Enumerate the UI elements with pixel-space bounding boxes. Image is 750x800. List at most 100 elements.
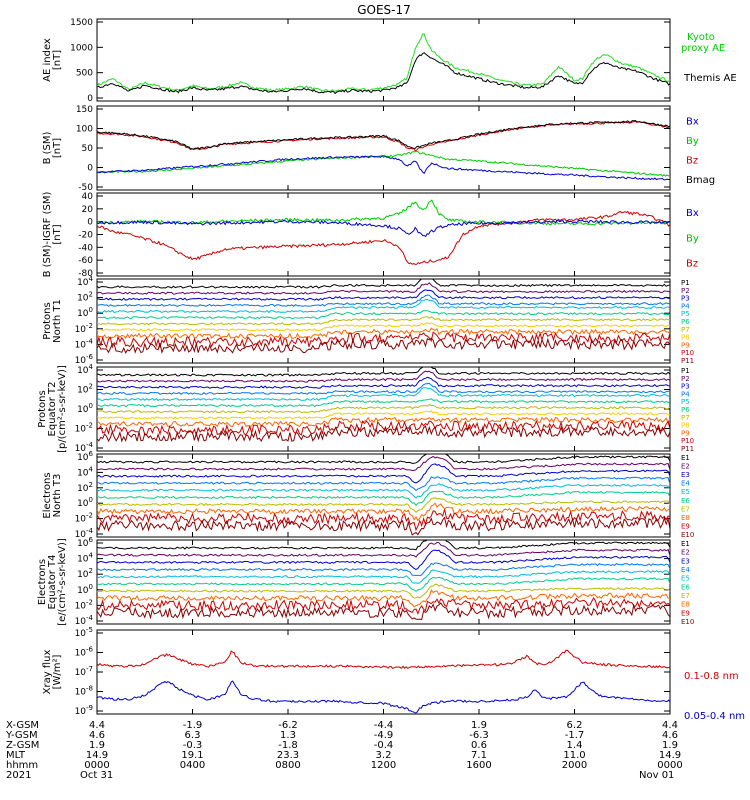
footer-value: -6.2: [278, 720, 298, 731]
y-tick-label: 10-4: [75, 441, 94, 454]
y-axis-label: [W/m²]: [52, 654, 63, 689]
footer-value: -1.8: [278, 740, 298, 751]
footer-value: 0000: [84, 760, 109, 771]
footer-value: 1.4: [567, 740, 583, 751]
legend-entry: E3: [681, 557, 690, 565]
channel-line: [97, 316, 670, 326]
y-tick-label: 1500: [70, 18, 93, 28]
channel-line: [97, 403, 670, 414]
legend-entry: P6: [681, 406, 690, 414]
footer-value: 4.4: [662, 720, 678, 731]
y-tick-label: 106: [77, 536, 93, 549]
legend-entry: P3: [681, 295, 690, 303]
series-line: [97, 155, 670, 181]
legend-entry: P5: [681, 310, 690, 318]
y-tick-label: 10-5: [75, 626, 93, 639]
y-tick-label: 500: [76, 69, 93, 79]
footer-value: 14.9: [659, 750, 681, 761]
legend-entry: E9: [681, 522, 690, 530]
legend-entry: E6: [681, 497, 690, 505]
footer-value: -1.9: [183, 720, 203, 731]
footer-value: 19.1: [181, 750, 203, 761]
legend-entry: Bx: [686, 208, 699, 219]
channel-line: [97, 310, 670, 320]
footer-row-label: hhmm: [6, 760, 38, 771]
legend-entry: E8: [681, 601, 690, 609]
y-tick-label: 50: [82, 144, 94, 154]
channel-line: [97, 463, 670, 484]
y-axis-label: North T1: [52, 299, 63, 343]
channel-line: [97, 502, 670, 522]
y-axis-label: Equator T4: [47, 555, 58, 610]
channel-line: [97, 398, 670, 408]
footer-value: -4.4: [374, 720, 394, 731]
y-tick-label: 10-4: [75, 527, 94, 540]
y-tick-label: 10-7: [75, 665, 93, 678]
footer-value: 2000: [562, 760, 587, 771]
legend-entry: P1: [681, 279, 690, 287]
legend-entry: Kyoto: [687, 32, 715, 43]
y-tick-label: 10-4: [75, 614, 94, 627]
footer-value: 0.6: [471, 740, 487, 751]
series-line: [97, 33, 670, 93]
footer-value: -6.3: [469, 730, 489, 741]
y-tick-label: 10-2: [75, 422, 93, 435]
footer-value: 6.2: [567, 720, 583, 731]
footer-value: 23.3: [277, 750, 299, 761]
channel-line: [97, 376, 670, 389]
channel-line: [97, 370, 670, 383]
y-axis-label: B (SM): [42, 131, 53, 164]
channel-line: [97, 455, 670, 472]
footer-value: 11.0: [563, 750, 585, 761]
channel-line: [97, 289, 670, 301]
footer-year: 2021: [6, 770, 31, 781]
channel-line: [97, 497, 670, 514]
channel-line: [97, 282, 670, 295]
footer-value: 7.1: [471, 750, 487, 761]
y-tick-label: 104: [77, 552, 93, 565]
channel-line: [97, 387, 670, 402]
y-axis-label: Xray flux: [42, 650, 53, 695]
y-axis-label: [nT]: [52, 138, 63, 158]
y-tick-label: 10-8: [75, 685, 93, 698]
y-tick-label: -40: [78, 243, 93, 253]
plot-title: GOES-17: [357, 3, 411, 17]
series-line: [97, 199, 670, 226]
y-axis-label: Equator T2: [47, 382, 58, 437]
y-axis-label: Protons: [37, 390, 48, 427]
y-tick-label: 10-2: [75, 322, 93, 335]
panel-lines: [97, 199, 670, 265]
channel-line: [97, 576, 670, 592]
y-axis-label: [nT]: [52, 224, 63, 244]
footer-row-label: X-GSM: [6, 720, 39, 731]
legend-entry: P11: [681, 445, 694, 453]
y-tick-label: 10-6: [75, 353, 94, 366]
channel-line: [97, 583, 670, 599]
legend-entry: E5: [681, 575, 690, 583]
legend-entry: P4: [681, 390, 690, 398]
legend-entry: E6: [681, 583, 690, 591]
series-line: [97, 52, 670, 95]
legend-entry: Bz: [686, 156, 698, 167]
channel-line: [97, 367, 670, 377]
legend-entry: Bx: [686, 117, 699, 128]
y-tick-label: 10-2: [75, 512, 93, 525]
footer-value: 1.3: [280, 730, 296, 741]
footer-value: 4.6: [662, 730, 678, 741]
channel-line: [97, 425, 670, 443]
panel-lines: [97, 454, 670, 536]
footer-value: 0800: [275, 760, 300, 771]
y-tick-label: 102: [77, 383, 93, 396]
y-axis-label: [nT]: [52, 50, 63, 70]
channel-line: [97, 602, 670, 621]
channel-line: [97, 337, 670, 354]
channel-line: [97, 476, 670, 492]
channel-line: [97, 327, 670, 340]
legend-entry: proxy AE: [681, 43, 725, 54]
legend-entry: 0.05-0.4 nm: [684, 711, 745, 722]
legend-entry: E2: [681, 463, 690, 471]
legend-entry: E4: [681, 480, 690, 488]
footer-value: 4.4: [89, 720, 105, 731]
